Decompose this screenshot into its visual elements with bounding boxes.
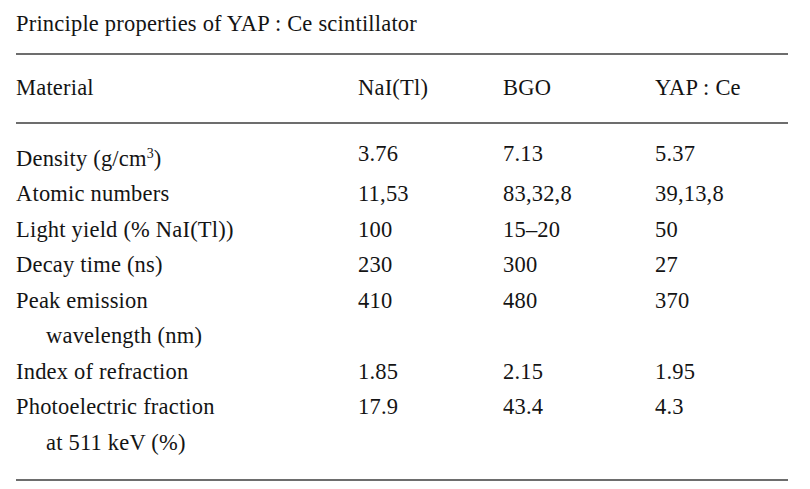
column-header-nai-tl: NaI(Tl) [358,71,503,105]
table-body: Density (g/cm3) 3.76 7.13 5.37 Atomic nu… [16,124,788,460]
value-nai-tl: 11,53 [358,176,503,212]
table-row-peak-emission: Peak emission wavelength (nm) 410 480 370 [16,283,788,354]
column-header-bgo: BGO [503,71,655,105]
value-nai-tl: 1.85 [358,354,503,390]
table-header-row: Material NaI(Tl) BGO YAP : Ce [16,55,788,122]
value-nai-tl: 3.76 [358,136,503,172]
value-bgo: 43.4 [503,389,655,425]
column-header-material: Material [16,71,358,105]
value-yap-ce: 50 [655,212,788,248]
value-yap-ce: 27 [655,247,788,283]
value-yap-ce: 5.37 [655,136,788,172]
value-bgo: 2.15 [503,354,655,390]
property-label-line2: wavelength (nm) [16,318,358,354]
column-header-yap-ce: YAP : Ce [655,71,788,105]
property-label: Photoelectric fraction at 511 keV (%) [16,389,358,460]
property-label-text: Density (g/cm [16,146,147,171]
bottom-rule [16,479,788,481]
value-bgo: 480 [503,283,655,319]
property-label: Light yield (% NaI(Tl)) [16,212,358,248]
property-label-text: Photoelectric fraction [16,394,215,419]
value-nai-tl: 17.9 [358,389,503,425]
value-bgo: 83,32,8 [503,176,655,212]
scintillator-properties-table: Principle properties of YAP : Ce scintil… [0,0,810,489]
table-row-atomic-numbers: Atomic numbers 11,53 83,32,8 39,13,8 [16,176,788,212]
value-yap-ce: 1.95 [655,354,788,390]
value-nai-tl: 410 [358,283,503,319]
table-caption: Principle properties of YAP : Ce scintil… [16,0,788,40]
table-row-decay-time: Decay time (ns) 230 300 27 [16,247,788,283]
value-nai-tl: 230 [358,247,503,283]
superscript: 3 [147,146,154,161]
value-yap-ce: 4.3 [655,389,788,425]
property-label-text: Peak emission [16,288,148,313]
table-row-photoelectric-fraction: Photoelectric fraction at 511 keV (%) 17.… [16,389,788,460]
property-label: Peak emission wavelength (nm) [16,283,358,354]
value-bgo: 7.13 [503,136,655,172]
property-label: Atomic numbers [16,176,358,212]
value-bgo: 15–20 [503,212,655,248]
value-bgo: 300 [503,247,655,283]
property-label: Decay time (ns) [16,247,358,283]
property-label-text: ) [154,146,162,171]
value-nai-tl: 100 [358,212,503,248]
table-row-light-yield: Light yield (% NaI(Tl)) 100 15–20 50 [16,212,788,248]
property-label: Index of refraction [16,354,358,390]
table-row-index-of-refraction: Index of refraction 1.85 2.15 1.95 [16,354,788,390]
table-row-density: Density (g/cm3) 3.76 7.13 5.37 [16,136,788,176]
property-label-line2: at 511 keV (%) [16,425,358,461]
property-label: Density (g/cm3) [16,136,358,176]
value-yap-ce: 370 [655,283,788,319]
value-yap-ce: 39,13,8 [655,176,788,212]
